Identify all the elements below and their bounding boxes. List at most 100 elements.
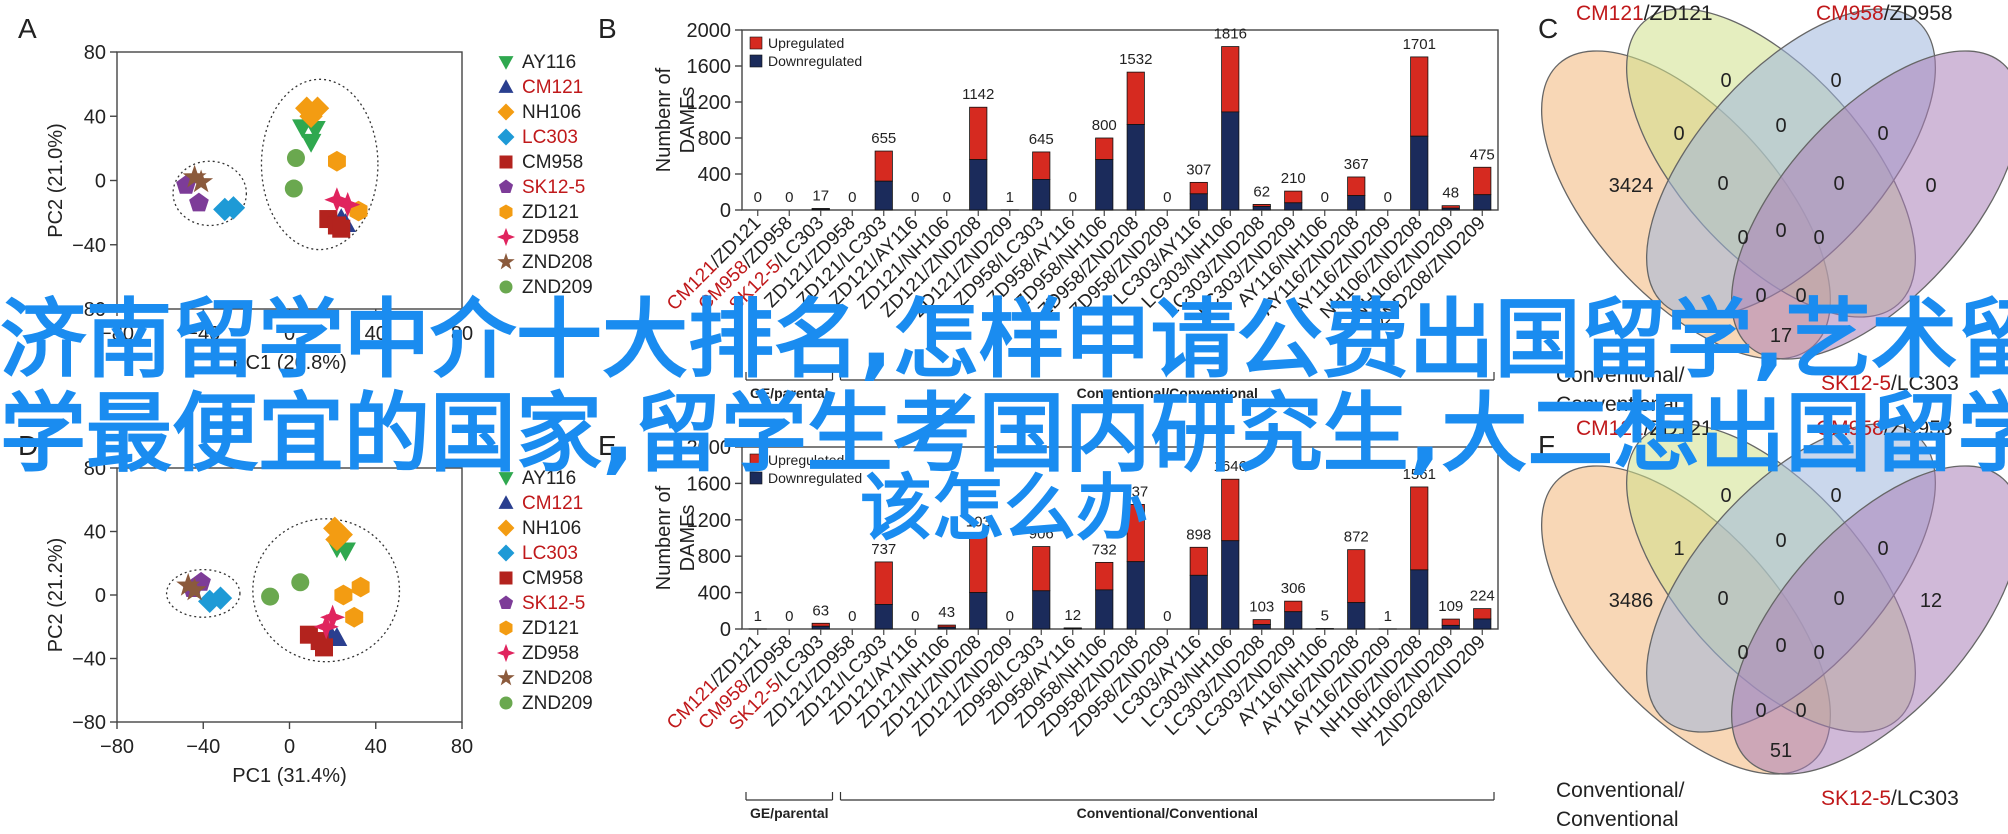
venn-label-0: CM121/ZD121 — [1576, 2, 1713, 25]
y-axis-label-2: DAMFs — [677, 87, 699, 154]
bar-up-19 — [1347, 549, 1366, 604]
bar-value-label: 0 — [911, 189, 919, 206]
legend-marker-ay116 — [498, 472, 514, 486]
bar-value-label: 63 — [812, 602, 829, 619]
bar-value-label: 103 — [1249, 599, 1274, 616]
point-znd209 — [261, 587, 280, 606]
pca-panel-D: −80 −40 0 40 80 80 40 0 −40 −80 PC1 (31.4%) PC2 (21… — [45, 458, 593, 787]
legend-swatch-up — [749, 36, 763, 50]
legend-label-nh106: NH106 — [522, 518, 581, 539]
bar-up-4 — [874, 561, 893, 605]
bar-value-label: 475 — [1470, 146, 1495, 163]
venn-label-1: CM958/ZD958 — [1816, 2, 1953, 25]
bar-down-12 — [1126, 561, 1145, 630]
y-tick-label: 2000 — [687, 437, 732, 459]
venn-count-abc: 0 — [1737, 227, 1748, 249]
venn-count-ac: 0 — [1717, 588, 1728, 610]
bar-down-12 — [1126, 124, 1145, 211]
bar-value-label: 17 — [812, 187, 829, 204]
legend-marker-cm121 — [498, 79, 514, 93]
venn-count-ac: 0 — [1717, 173, 1728, 195]
y-axis-label: Numbenr of — [653, 67, 675, 172]
legend-marker-sk12-5 — [498, 179, 514, 193]
plot-frame — [741, 446, 1499, 630]
point-zd121 — [351, 576, 370, 598]
bar-down-14 — [1189, 193, 1208, 211]
bar-up-7 — [969, 106, 988, 161]
y-tick-label: −80 — [72, 712, 106, 734]
bar-value-label: 645 — [1029, 131, 1054, 148]
point-nh106 — [299, 104, 323, 128]
bar-down-19 — [1347, 602, 1366, 630]
legend-marker-zd958 — [496, 643, 516, 663]
bar-value-label: 137 — [1123, 483, 1148, 500]
bar-up-17 — [1284, 190, 1303, 204]
point-lc303 — [208, 586, 233, 610]
y-tick-label: −80 — [72, 299, 106, 321]
bar-value-label: 210 — [1281, 170, 1306, 187]
overlay-title-line-1: 济南留学中介十大排名,怎样申请公费出国留学,艺术留 — [0, 290, 2008, 390]
bar-value-label: 5 — [1321, 608, 1329, 625]
venn-count-cd: 0 — [1877, 538, 1888, 560]
y-tick-label: 400 — [698, 583, 731, 605]
venn-count-abcd: 0 — [1775, 635, 1786, 657]
bar-down-17 — [1284, 202, 1303, 211]
bar-down-15 — [1221, 540, 1240, 630]
point-nh106 — [323, 516, 347, 541]
bar-up-11 — [1095, 137, 1114, 161]
y-tick-label: 400 — [698, 164, 731, 186]
point-znd209 — [291, 573, 310, 592]
x-tick-label: 80 — [451, 323, 473, 345]
bar-up-21 — [1410, 56, 1429, 137]
point-znd209 — [284, 179, 303, 198]
bar-value-label: 0 — [848, 608, 856, 625]
legend-marker-znd209 — [499, 280, 513, 294]
venn-label-2-line2: Conventional — [1556, 393, 1679, 416]
bar-up-2 — [811, 622, 830, 627]
legend-marker-zd958 — [496, 227, 516, 247]
y-axis-label: PC2 (21.0%) — [45, 123, 67, 238]
venn-count-ad: 51 — [1770, 740, 1792, 762]
bar-value-label: 0 — [754, 189, 762, 206]
bar-value-label: 737 — [871, 541, 896, 558]
bar-value-label: 0 — [943, 189, 951, 206]
bar-up-16 — [1252, 619, 1271, 625]
bar-down-7 — [969, 592, 988, 630]
bar-down-15 — [1221, 111, 1240, 211]
y-tick-label: 1200 — [687, 510, 732, 532]
bar-up-11 — [1095, 561, 1114, 591]
legend-label-cm121: CM121 — [522, 493, 583, 514]
y-tick-label: 800 — [698, 546, 731, 568]
legend-marker-znd208 — [497, 668, 515, 686]
legend-marker-lc303 — [497, 544, 515, 562]
legend-marker-ay116 — [498, 56, 514, 70]
point-zd121 — [334, 584, 353, 606]
bar-down-4 — [874, 180, 893, 211]
venn-count-ab: 0 — [1673, 123, 1684, 145]
bar-up-14 — [1189, 546, 1208, 576]
y-axis-label: Numbenr of — [653, 485, 675, 590]
group-label: Conventional/Conventional — [1077, 805, 1258, 821]
bar-value-label: 224 — [1470, 588, 1495, 605]
bar-value-label: 367 — [1344, 156, 1369, 173]
bar-down-17 — [1284, 611, 1303, 630]
bar-down-11 — [1095, 589, 1114, 630]
point-zd958 — [324, 187, 350, 213]
venn-label-2-line2: Conventional — [1556, 808, 1679, 831]
y-tick-label: 2000 — [687, 20, 732, 42]
legend-label-up: Upregulated — [768, 452, 844, 468]
x-tick-label: 40 — [365, 736, 387, 758]
point-zd121 — [328, 150, 346, 172]
point-ay116 — [300, 133, 322, 153]
legend-label-cm958: CM958 — [522, 152, 583, 173]
bar-value-label: 906 — [1029, 526, 1054, 543]
bar-value-label: 1701 — [1403, 36, 1436, 53]
bar-down-19 — [1347, 195, 1366, 211]
bar-down-22 — [1441, 624, 1460, 630]
x-tick-label: 0 — [284, 323, 295, 345]
venn-count-d_only: 12 — [1920, 590, 1942, 612]
